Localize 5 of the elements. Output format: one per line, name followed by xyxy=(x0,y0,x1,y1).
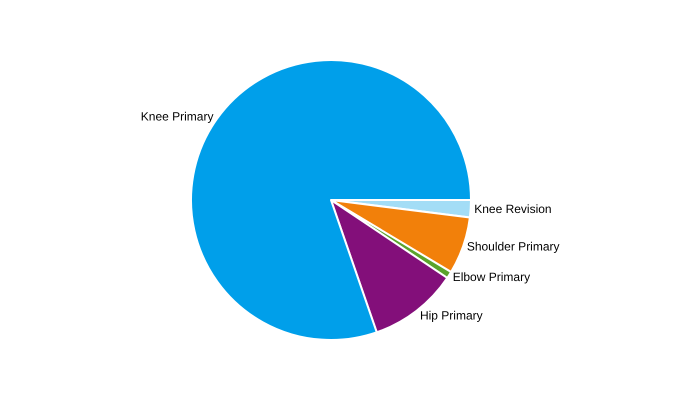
slice-label: Knee Revision xyxy=(474,202,552,216)
slice-label: Shoulder Primary xyxy=(466,240,560,254)
slice-label: Knee Primary xyxy=(140,109,214,124)
slice-label: Hip Primary xyxy=(420,308,483,322)
slice-label: Elbow Primary xyxy=(452,270,530,284)
